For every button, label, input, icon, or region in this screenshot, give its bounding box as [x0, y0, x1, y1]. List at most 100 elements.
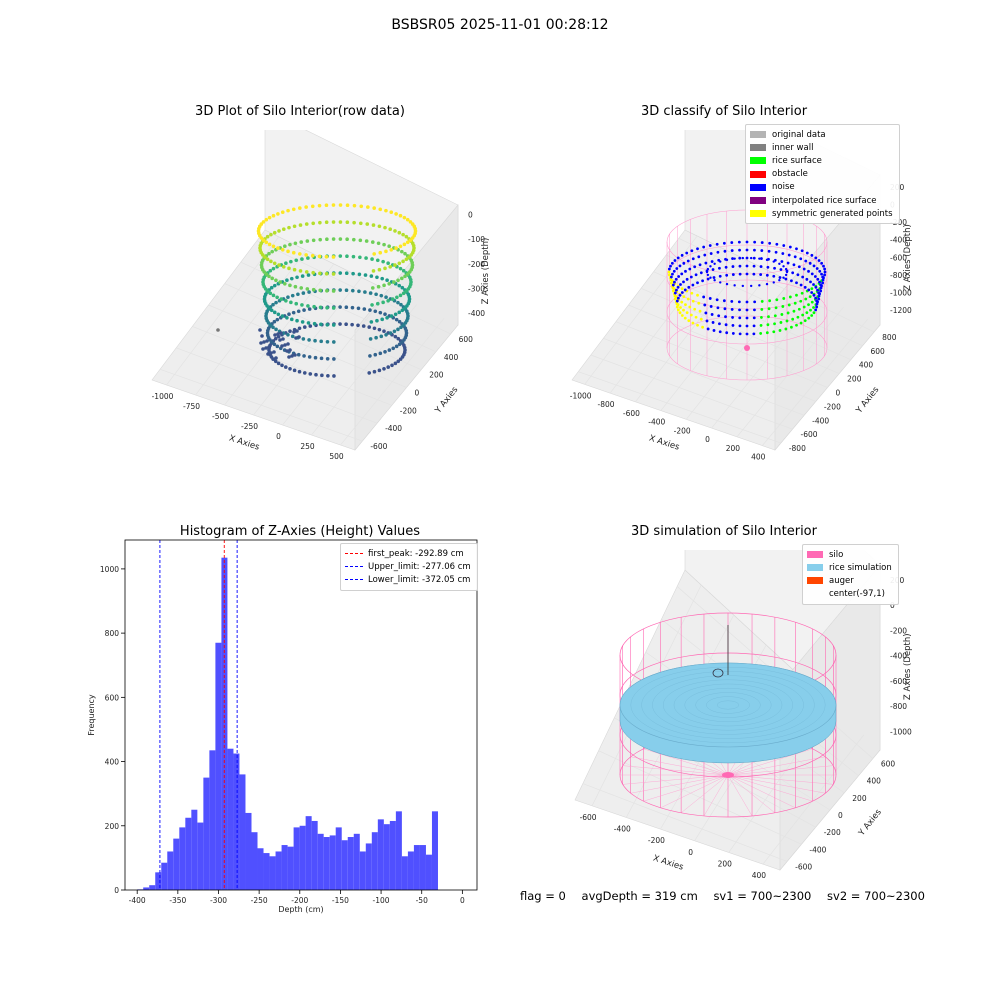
classified-point	[688, 267, 692, 271]
classified-point	[712, 329, 716, 332]
raw-data-point	[331, 255, 336, 259]
classified-point	[745, 248, 749, 252]
raw-data-point	[332, 340, 336, 344]
y-tick-label: 800	[882, 333, 897, 342]
y-gridline	[578, 371, 781, 444]
rice-grid-ring	[652, 675, 804, 735]
raw-data-point	[297, 326, 302, 331]
raw-data-point	[377, 224, 382, 229]
raw-data-point	[411, 243, 416, 248]
raw-data-point	[351, 254, 356, 259]
classified-point	[667, 267, 671, 271]
classified-point	[795, 323, 798, 327]
raw-data-point	[262, 340, 266, 344]
raw-data-point	[372, 326, 377, 331]
raw-data-point	[410, 260, 414, 265]
noise-point	[772, 281, 775, 284]
raw-data-point	[338, 220, 343, 224]
sv2-text: sv2 = 700~2300	[827, 889, 925, 903]
raw-data-point	[317, 203, 322, 208]
raw-data-point	[270, 276, 274, 281]
raw-data-point	[375, 318, 379, 323]
raw-outlier-point	[216, 328, 220, 332]
raw-data-point	[295, 318, 299, 323]
classify-plot-title: 3D classify of Silo Interior	[640, 104, 808, 119]
noise-point	[785, 270, 789, 274]
raw-data-point	[370, 286, 375, 290]
x-tick-label: -250	[251, 896, 268, 905]
classified-point	[723, 307, 727, 311]
raw-data-point	[368, 291, 373, 295]
classified-point	[673, 280, 676, 284]
y-tick-label: 600	[105, 693, 120, 702]
histogram-bar	[245, 812, 252, 890]
classified-point	[696, 247, 699, 251]
raw-data-point	[368, 308, 372, 312]
raw-data-point	[389, 210, 394, 215]
y-tick-label: 1000	[100, 565, 119, 574]
classified-point	[675, 267, 679, 270]
raw-data-point	[405, 311, 410, 316]
classified-point	[685, 251, 689, 255]
raw-data-point	[291, 310, 296, 315]
raw-data-point	[272, 283, 277, 288]
raw-data-point	[261, 220, 266, 224]
raw-data-point	[290, 354, 294, 358]
raw-data-point	[404, 289, 409, 293]
classified-point	[724, 323, 728, 327]
y-tick-label: -400	[809, 845, 826, 854]
histogram-legend: first_peak: -292.89 cm Upper_limit: -277…	[340, 543, 478, 591]
classified-point	[671, 286, 675, 290]
raw-data-point	[313, 355, 318, 360]
classified-point	[805, 277, 809, 281]
raw-data-point	[267, 215, 272, 220]
raw-data-point	[261, 238, 266, 242]
classified-point	[797, 265, 801, 269]
classified-point	[768, 241, 772, 245]
y-gridline	[176, 347, 378, 424]
histogram-bar	[179, 827, 186, 890]
raw-data-point	[325, 237, 329, 242]
legend-label: interpolated rice surface	[772, 195, 877, 206]
classified-point	[745, 256, 749, 260]
raw-data-point	[403, 274, 407, 279]
raw-data-point	[294, 301, 299, 306]
x-tick-label: 0	[276, 432, 281, 441]
histogram-bar	[425, 854, 432, 890]
raw-data-point	[291, 207, 296, 212]
classified-point	[772, 330, 776, 334]
raw-data-point	[273, 336, 278, 341]
noise-point	[765, 258, 769, 262]
classified-point	[781, 252, 785, 255]
raw-data-point	[389, 314, 394, 318]
raw-data-point	[317, 254, 322, 259]
classified-point	[725, 331, 729, 335]
raw-data-point	[286, 342, 290, 346]
silo-floor-spoke	[681, 774, 729, 813]
y-axis-label: Frequency	[87, 694, 96, 736]
classified-point	[810, 314, 814, 317]
x-tick-label: 500	[329, 452, 344, 460]
histogram-bar	[239, 774, 246, 890]
z-tick-label: -400	[890, 652, 907, 661]
classified-point	[673, 294, 677, 298]
raw-data-point	[272, 350, 276, 354]
classified-point	[685, 311, 689, 315]
classified-point	[679, 306, 682, 309]
raw-data-point	[408, 277, 413, 282]
raw-data-point	[394, 317, 399, 322]
classified-point	[786, 311, 790, 315]
classified-point	[792, 263, 796, 267]
classified-point	[676, 256, 680, 260]
raw-data-point	[369, 274, 374, 278]
raw-data-point	[371, 223, 376, 227]
raw-data-point	[318, 271, 322, 276]
raw-data-point	[288, 283, 292, 288]
raw-data-point	[290, 334, 295, 339]
raw-data-point	[276, 312, 281, 317]
raw-data-point	[318, 220, 322, 225]
classified-point	[704, 311, 708, 315]
legend-label: center(-97,1)	[829, 589, 885, 600]
raw-data-point	[338, 305, 342, 309]
